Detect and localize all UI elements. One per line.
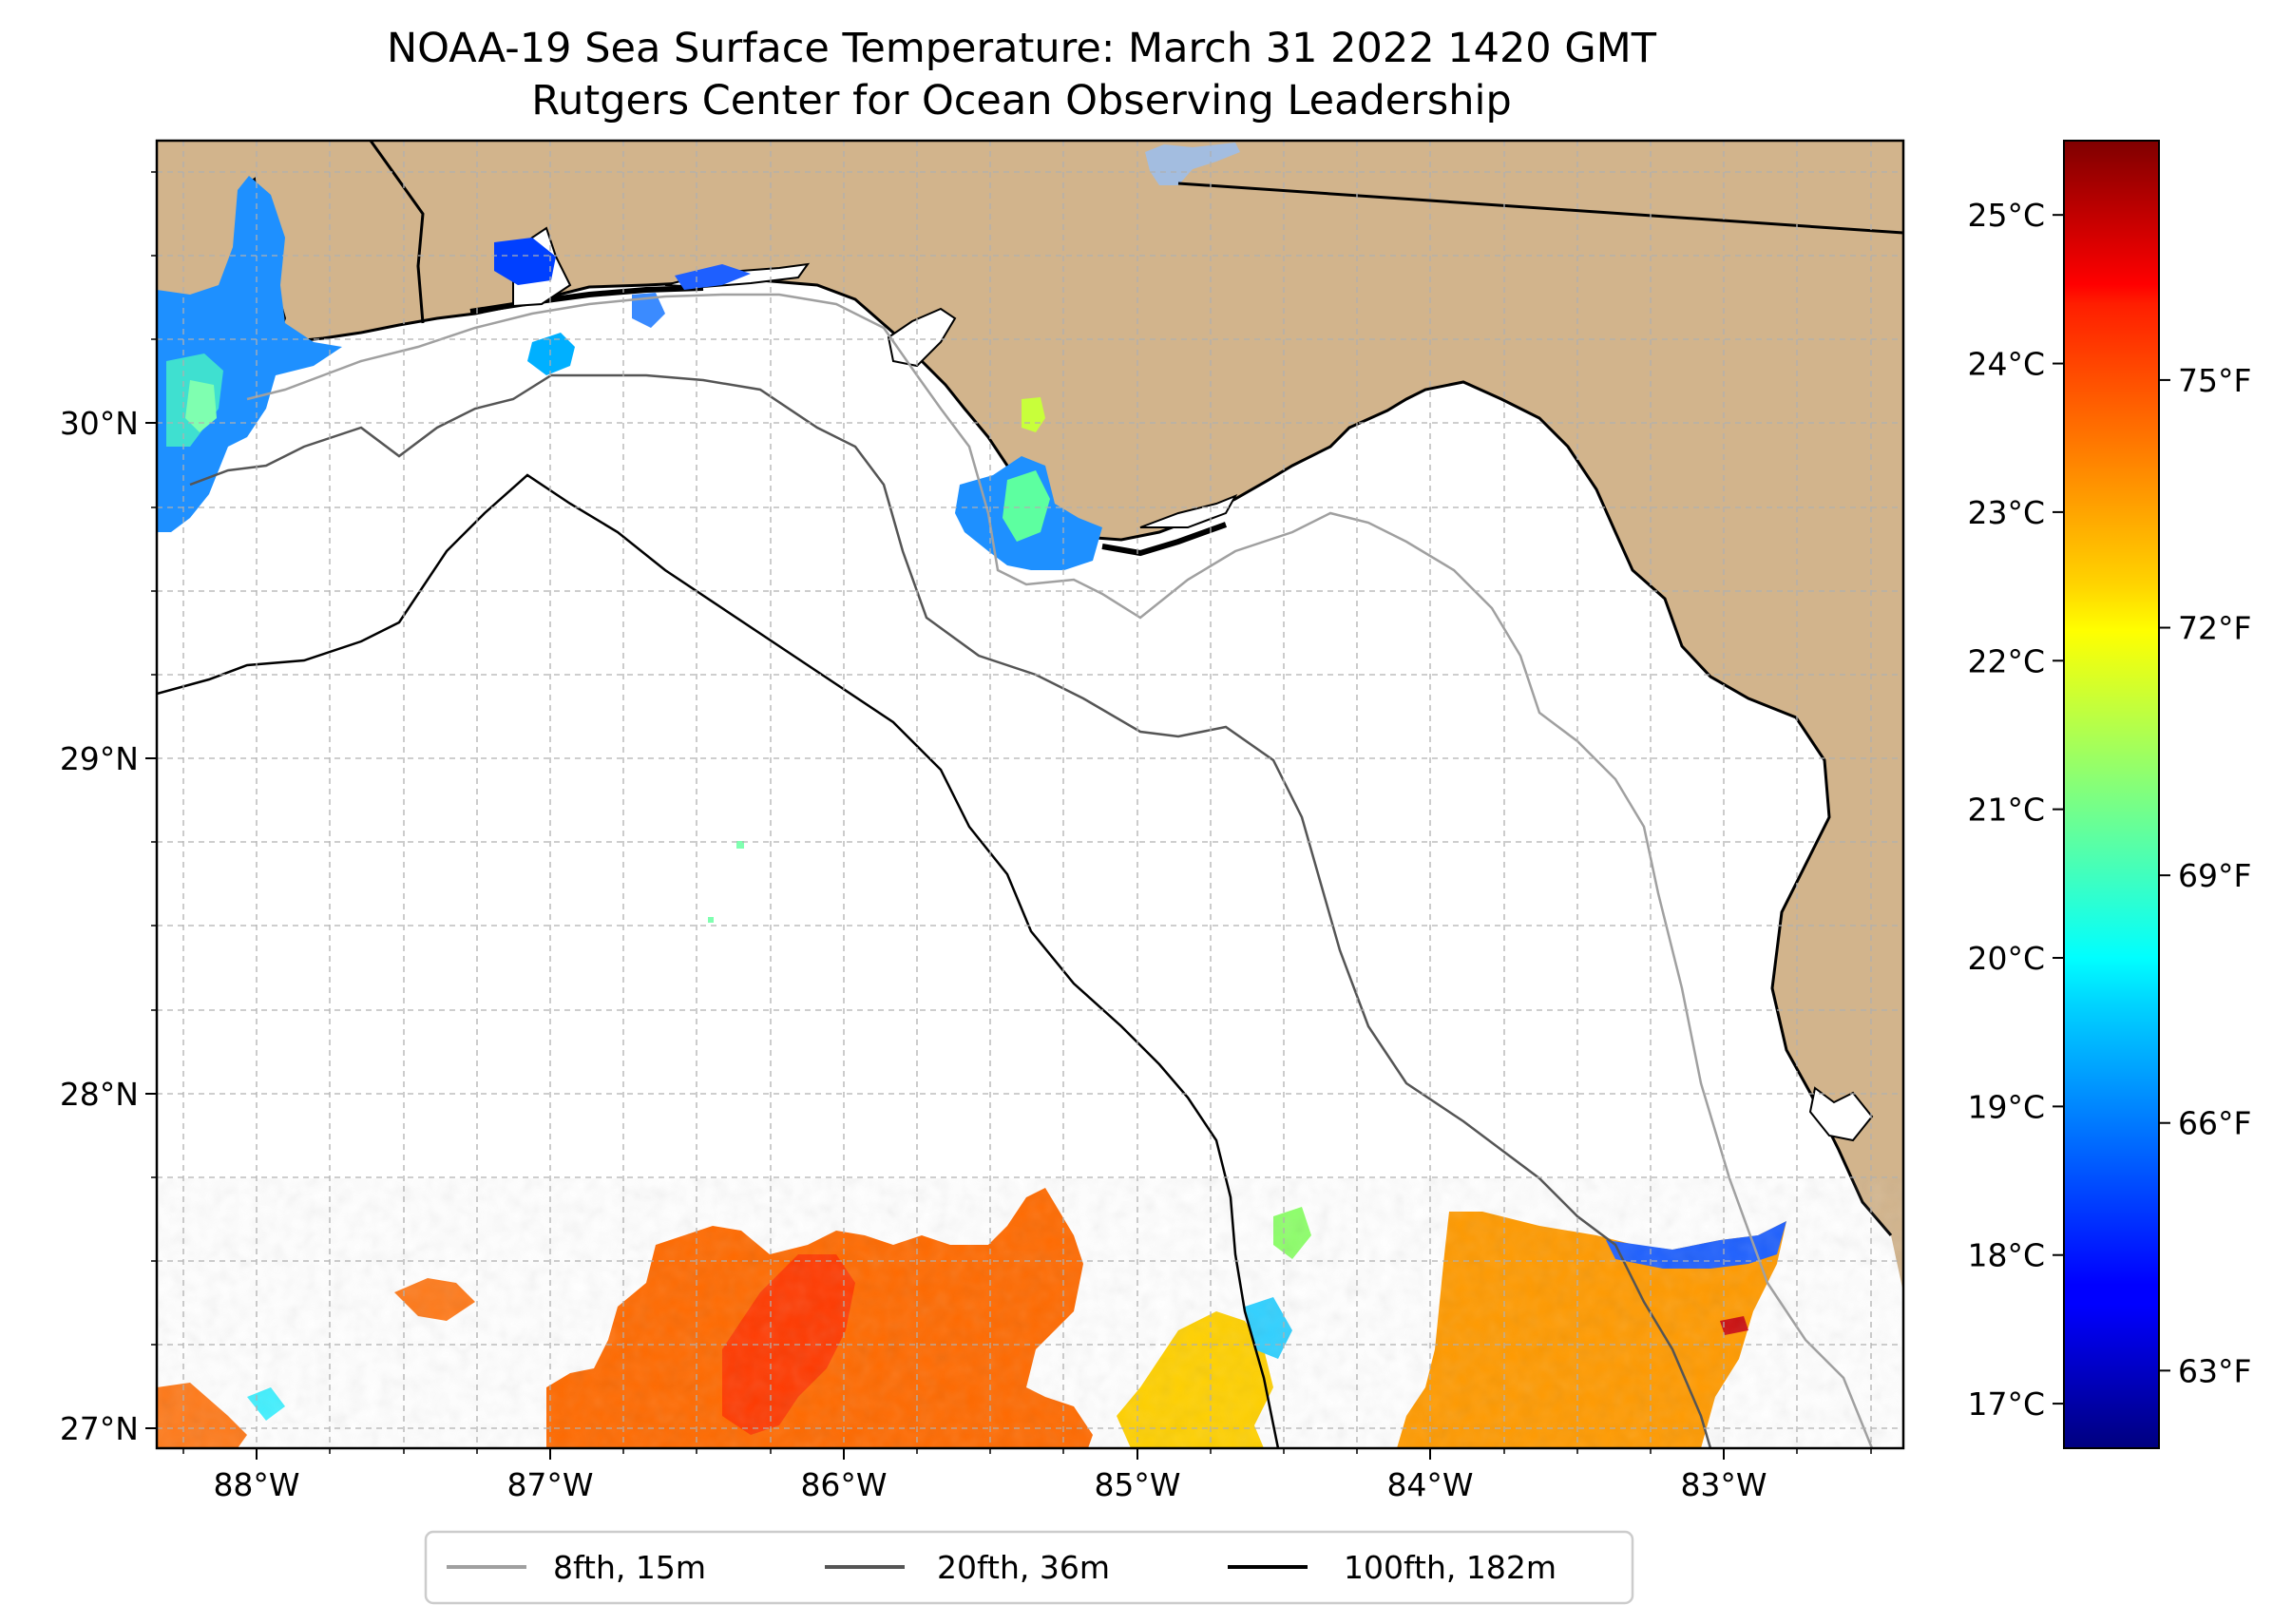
lon-tick-label: 83°W	[1680, 1466, 1767, 1503]
colorbar-celsius-axis: 17°C 18°C 19°C 20°C 21°C 22°C 23°C 24°C 25°C	[1967, 197, 2064, 1423]
lon-tick-label: 84°W	[1386, 1466, 1473, 1503]
sst-patch-st-joe-yellow	[1022, 397, 1045, 432]
colorbar-fahrenheit-label: 63°F	[2178, 1352, 2251, 1389]
colorbar-fahrenheit-label: 75°F	[2178, 362, 2251, 399]
legend-box	[424, 1530, 1634, 1605]
colorbar-fahrenheit-label: 72°F	[2178, 610, 2251, 647]
lon-tick-label: 87°W	[506, 1466, 593, 1503]
sst-patch-mobile-green	[185, 380, 217, 432]
colorbar-celsius-label: 23°C	[1967, 494, 2045, 531]
lon-tick-labels: 88°W 87°W 86°W 85°W 84°W 83°W	[213, 1466, 1767, 1503]
axis-ticks	[145, 422, 1725, 1460]
barrier-islands	[469, 285, 1228, 557]
lat-tick-label: 30°N	[60, 405, 139, 442]
legend-label-20fth: 20fth, 36m	[937, 1549, 1110, 1586]
legend-label-100fth: 100fth, 182m	[1344, 1549, 1557, 1586]
colorbar-celsius-label: 20°C	[1967, 940, 2045, 977]
legend-label-8fth: 8fth, 15m	[553, 1549, 706, 1586]
colorbar-celsius-label: 24°C	[1967, 346, 2045, 383]
colorbar-gradient	[2063, 140, 2160, 1449]
sst-patch-st-joe-green	[1003, 470, 1050, 542]
colorbar-fahrenheit-label: 66°F	[2178, 1105, 2251, 1142]
colorbar: 17°C 18°C 19°C 20°C 21°C 22°C 23°C 24°C 25°C 63°…	[1967, 140, 2251, 1449]
isobath-100fth	[157, 473, 1280, 1448]
colorbar-celsius-label: 21°C	[1967, 792, 2045, 829]
legend: 8fth, 15m 20fth, 36m 100fth, 182m	[424, 1530, 1634, 1605]
colorbar-celsius-label: 25°C	[1967, 197, 2045, 234]
lat-tick-label: 29°N	[60, 740, 139, 777]
title-line-2: Rutgers Center for Ocean Observing Leade…	[531, 77, 1512, 124]
bay-apalachee	[1139, 494, 1238, 528]
sst-speck-1	[736, 841, 744, 849]
coastline-north-mobile	[369, 141, 425, 324]
bay-tampa	[1808, 1086, 1874, 1142]
sst-noise	[157, 1178, 1903, 1448]
state-boundary-ga-fl	[1177, 182, 1903, 235]
isobath-8fth	[246, 293, 1874, 1448]
colorbar-celsius-label: 22°C	[1967, 642, 2045, 679]
isobath-20fth	[189, 373, 1712, 1448]
sst-patch-mobile	[157, 176, 342, 532]
sst-patch-perdido	[494, 238, 556, 285]
sst-patch-santa-rosa	[675, 264, 751, 290]
title-line-1: NOAA-19 Sea Surface Temperature: March 3…	[387, 25, 1657, 72]
lat-tick-label: 28°N	[60, 1076, 139, 1113]
axis-minor-ticks	[151, 171, 1872, 1454]
lake-seminole	[1145, 143, 1240, 185]
gridlines	[157, 141, 1903, 1448]
sst-patch-pensacola	[527, 333, 575, 375]
lon-tick-label: 88°W	[213, 1466, 299, 1503]
sst-patch-destin	[632, 293, 665, 328]
colorbar-celsius-label: 19°C	[1967, 1088, 2045, 1125]
lat-tick-labels: 30°N 29°N 28°N 27°N	[60, 405, 139, 1447]
lon-tick-label: 86°W	[800, 1466, 887, 1503]
colorbar-celsius-label: 18°C	[1967, 1237, 2045, 1274]
colorbar-fahrenheit-label: 69°F	[2178, 857, 2251, 894]
map-frame	[155, 139, 1905, 1450]
lat-tick-label: 27°N	[60, 1410, 139, 1447]
map-panel	[157, 141, 1903, 1448]
lon-tick-label: 85°W	[1094, 1466, 1180, 1503]
sst-speck-2	[708, 917, 714, 923]
colorbar-celsius-label: 17°C	[1967, 1385, 2045, 1423]
colorbar-fahrenheit-axis: 63°F 66°F 69°F 72°F 75°F	[2159, 362, 2251, 1389]
